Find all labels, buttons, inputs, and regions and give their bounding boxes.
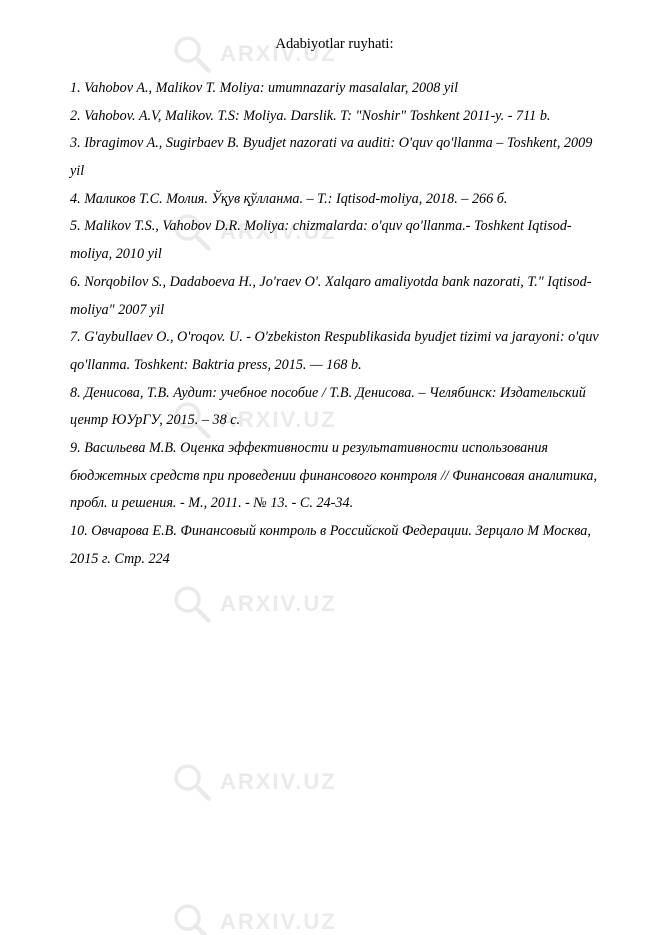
magnifier-icon [170, 760, 214, 804]
reference-item: 9. Васильева М.В. Оценка эффективности и… [70, 435, 599, 518]
watermark: ARXIV.UZ [170, 900, 337, 935]
reference-item: 5. Malikov T.S., Vahobov D.R. Moliya: ch… [70, 213, 599, 268]
reference-item: 6. Norqobilov S., Dadaboeva H., Jo'raev … [70, 269, 599, 324]
watermark: ARXIV.UZ [170, 760, 337, 804]
reference-item: 1. Vahobov A., Malikov T. Moliya: umumna… [70, 75, 599, 103]
reference-item: 2. Vahobov. A.V, Malikov. T.S: Moliya. D… [70, 103, 599, 131]
watermark-text: ARXIV.UZ [220, 769, 337, 795]
references-heading: Adabiyotlar ruyhati: [70, 36, 599, 53]
reference-item: 3. Ibragimov A., Sugirbaev B. Byudjet na… [70, 130, 599, 185]
magnifier-icon [170, 900, 214, 935]
page-content: Adabiyotlar ruyhati: 1. Vahobov A., Mali… [0, 0, 661, 597]
reference-item: 4. Маликов Т.С. Молия. Ўқув қўлланма. – … [70, 186, 599, 214]
watermark-text: ARXIV.UZ [220, 909, 337, 935]
references-list: 1. Vahobov A., Malikov T. Moliya: umumna… [70, 75, 599, 573]
reference-item: 7. G'aybullaev O., O'roqov. U. - O'zbeki… [70, 324, 599, 379]
reference-item: 8. Денисова, Т.В. Аудит: учебное пособие… [70, 380, 599, 435]
reference-item: 10. Овчарова Е.В. Финансовый контроль в … [70, 518, 599, 573]
